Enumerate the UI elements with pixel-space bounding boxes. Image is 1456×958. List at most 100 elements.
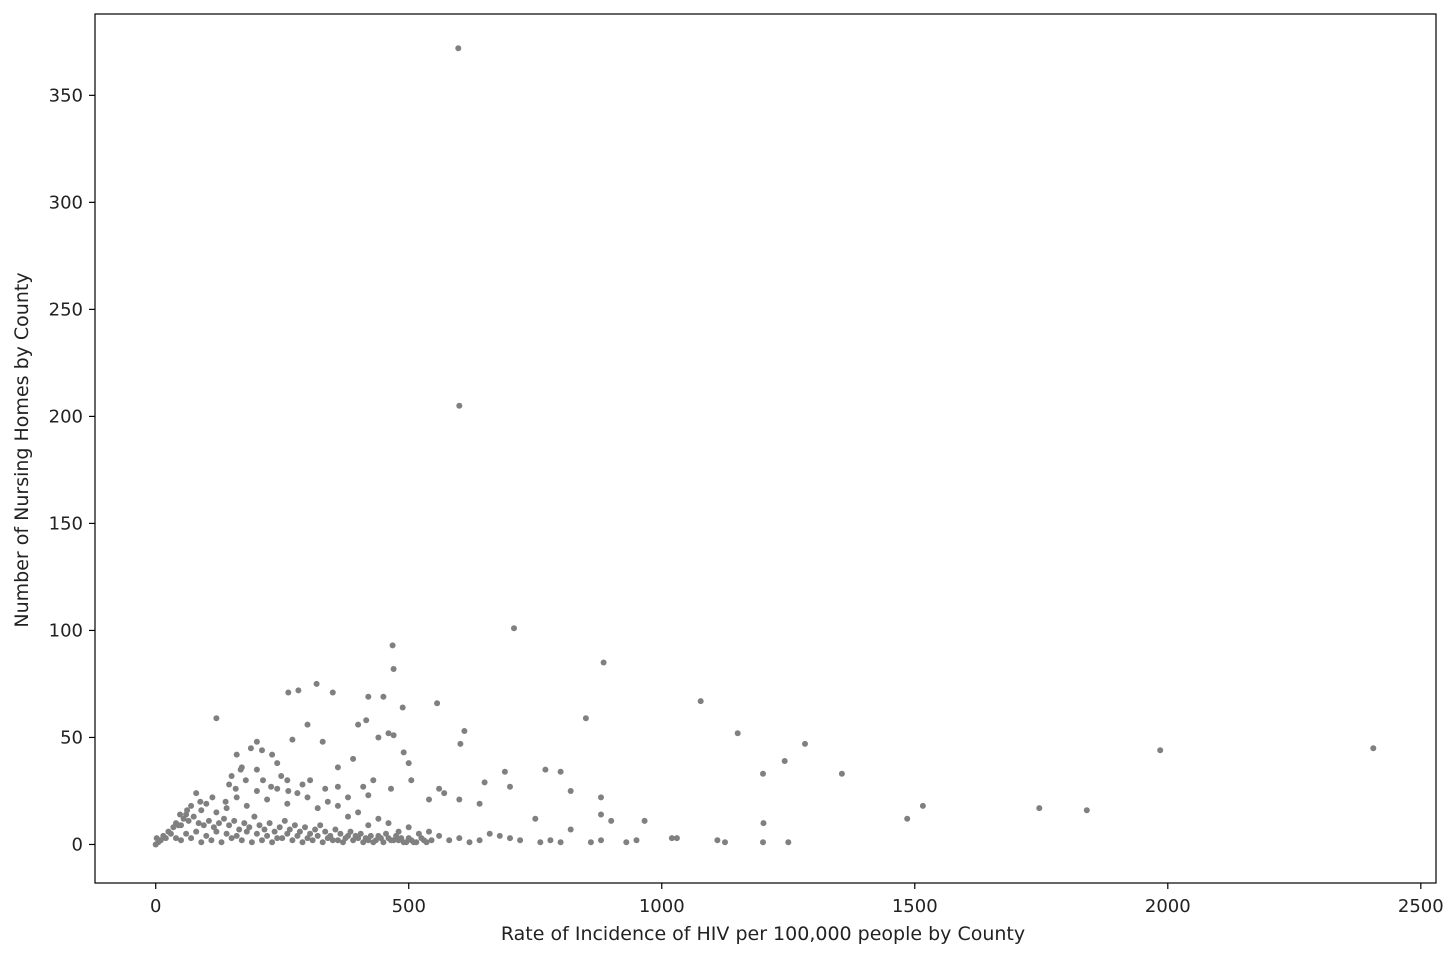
data-point <box>365 837 372 844</box>
data-point <box>334 764 341 771</box>
data-point <box>233 832 240 839</box>
data-point <box>350 837 357 844</box>
data-point <box>405 760 412 767</box>
data-point <box>259 747 265 754</box>
data-point <box>307 830 314 837</box>
data-point <box>426 796 432 803</box>
data-point <box>231 817 238 824</box>
data-point <box>307 777 314 784</box>
data-point <box>334 802 341 809</box>
data-point <box>198 839 205 846</box>
data-point <box>208 837 215 844</box>
data-point <box>395 837 402 844</box>
data-point <box>405 835 412 842</box>
x-tick-label: 1000 <box>639 896 685 917</box>
data-point <box>289 837 296 844</box>
data-point <box>260 777 266 784</box>
data-point <box>345 794 351 801</box>
data-point <box>289 736 296 743</box>
data-point <box>466 839 473 846</box>
data-point <box>390 666 397 672</box>
data-point <box>222 798 229 805</box>
data-point <box>668 835 675 842</box>
data-point <box>400 839 407 846</box>
data-point <box>496 832 503 839</box>
data-point <box>251 813 258 820</box>
data-point <box>253 766 260 773</box>
data-point <box>213 809 220 816</box>
data-point <box>436 832 443 839</box>
data-point <box>170 824 177 831</box>
data-point <box>355 721 362 728</box>
data-point <box>177 811 183 818</box>
data-point <box>322 828 329 835</box>
data-point <box>152 841 159 848</box>
data-point <box>183 830 190 837</box>
data-point <box>598 794 604 801</box>
data-point <box>633 837 640 844</box>
data-point <box>355 809 362 816</box>
data-point <box>507 783 513 790</box>
data-point <box>623 839 630 846</box>
data-point <box>446 837 453 844</box>
data-point <box>312 826 319 833</box>
y-tick-label: 0 <box>72 834 83 855</box>
data-point <box>256 822 263 829</box>
data-point <box>203 800 210 807</box>
data-point <box>476 837 483 844</box>
data-point <box>408 777 415 784</box>
data-point <box>216 820 222 827</box>
data-point <box>238 837 245 844</box>
data-point <box>276 824 283 831</box>
data-point <box>456 835 463 842</box>
data-point <box>370 777 377 784</box>
data-point <box>253 788 260 794</box>
data-point <box>160 832 167 839</box>
data-point <box>360 783 367 790</box>
data-point <box>314 832 321 839</box>
data-point <box>259 837 265 844</box>
data-point <box>294 832 301 839</box>
x-axis-label: Rate of Incidence of HIV per 100,000 peo… <box>501 923 1025 945</box>
data-point <box>223 830 230 837</box>
data-point <box>598 837 604 844</box>
data-point <box>390 732 397 739</box>
data-point <box>334 837 341 844</box>
data-point <box>193 790 200 797</box>
data-point <box>190 813 197 820</box>
data-point <box>388 785 394 792</box>
data-points <box>152 45 1377 848</box>
data-point <box>375 832 382 839</box>
data-point <box>380 839 387 846</box>
data-point <box>481 779 488 786</box>
data-point <box>184 807 191 814</box>
data-point <box>228 835 235 842</box>
data-point <box>385 835 392 842</box>
data-point <box>302 824 308 831</box>
data-point <box>233 794 240 801</box>
data-point <box>281 817 288 824</box>
data-point <box>226 822 233 829</box>
y-tick-label: 350 <box>49 85 83 106</box>
data-point <box>153 835 160 842</box>
data-point <box>345 813 351 820</box>
data-point <box>567 826 574 833</box>
data-point <box>232 785 239 792</box>
data-point <box>304 721 311 728</box>
data-point <box>284 830 291 837</box>
data-point <box>173 835 179 842</box>
data-point <box>198 807 205 814</box>
data-point <box>233 751 240 758</box>
data-point <box>405 824 412 831</box>
data-point <box>760 770 766 777</box>
data-point <box>375 734 382 741</box>
data-point <box>279 835 286 842</box>
data-point <box>228 773 235 779</box>
data-point <box>319 839 326 846</box>
data-point <box>185 817 192 824</box>
data-point <box>919 802 926 809</box>
data-point <box>380 693 387 700</box>
data-point <box>760 820 767 827</box>
data-point <box>400 749 407 756</box>
